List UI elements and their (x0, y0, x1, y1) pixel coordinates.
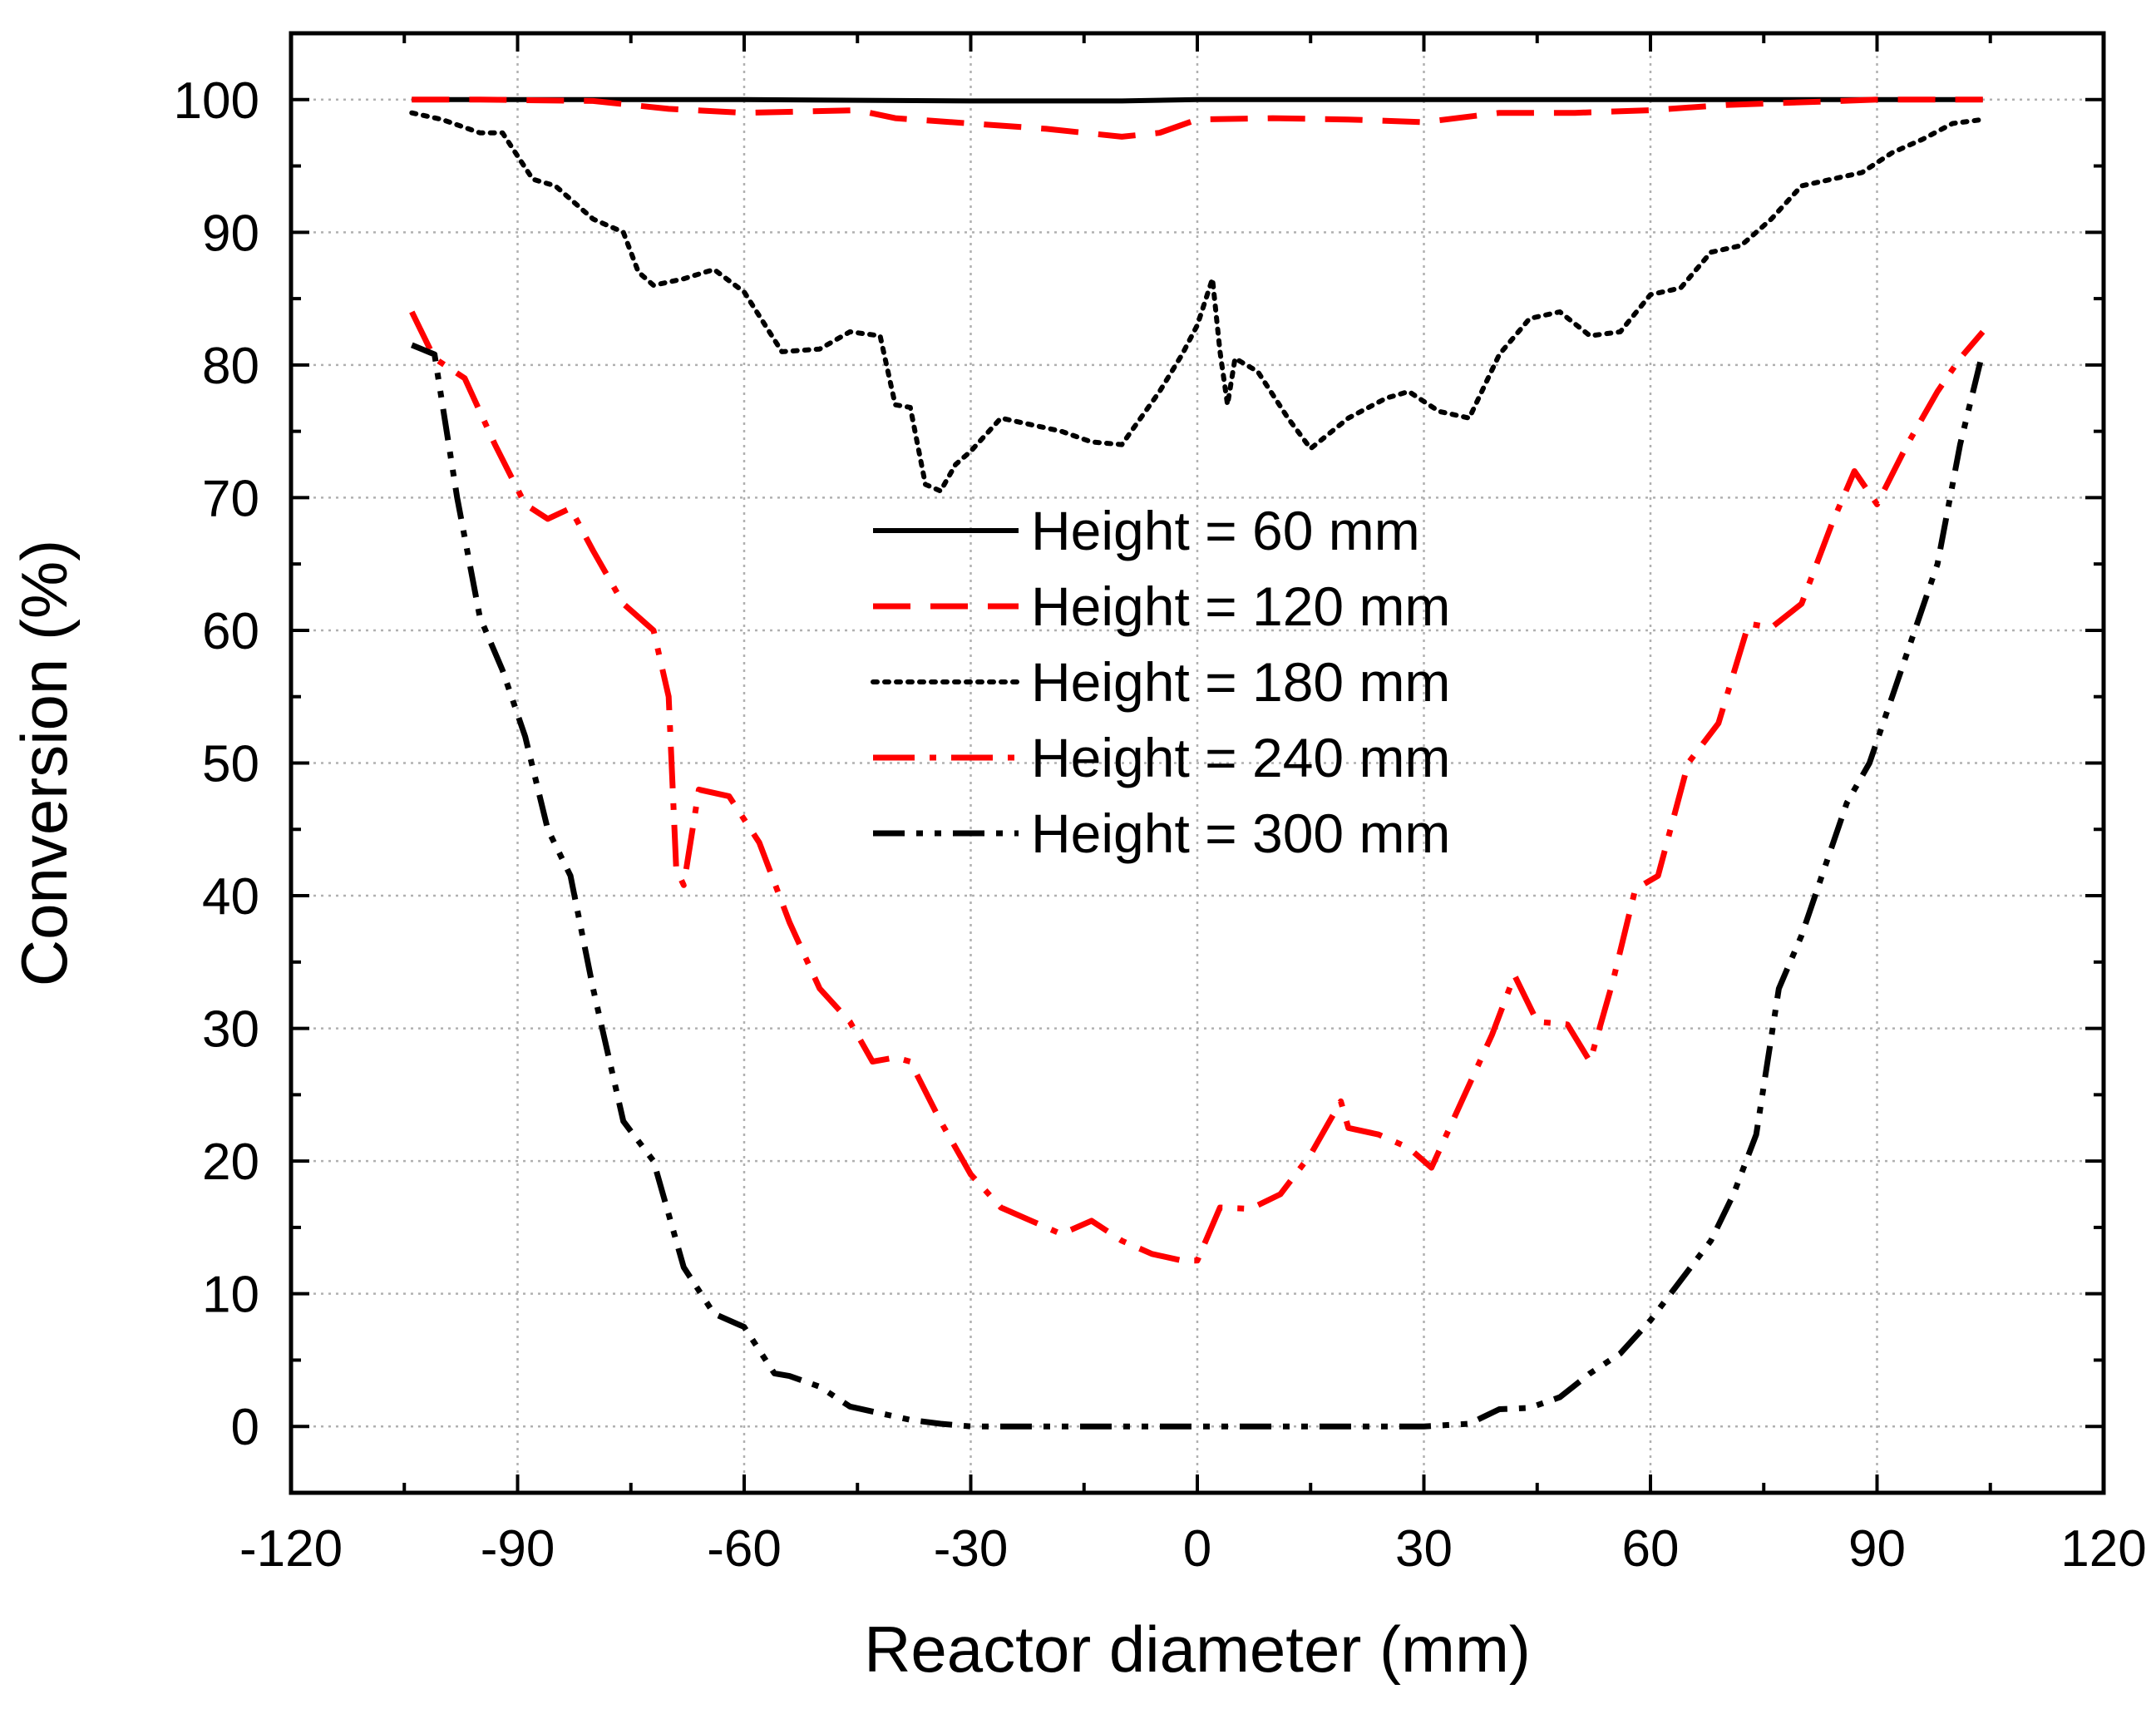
legend-label-240mm: Height = 240 mm (1031, 727, 1450, 788)
y-tick-label: 0 (231, 1399, 259, 1456)
x-tick-label: 120 (2060, 1520, 2146, 1578)
y-tick-label: 50 (202, 736, 259, 793)
y-axis-title: Conversion (%) (7, 540, 81, 987)
y-tick-labels: 0 10 20 30 40 50 60 70 80 90 100 (174, 72, 259, 1456)
series-line-4 (409, 310, 1986, 1264)
x-tick-label: -30 (934, 1520, 1009, 1578)
legend-entry-300mm: Height = 300 mm (873, 803, 1450, 864)
y-tick-label: 100 (174, 72, 259, 130)
legend-entry-240mm: Height = 240 mm (873, 727, 1450, 788)
y-tick-label: 60 (202, 603, 259, 660)
x-tick-label: -90 (481, 1520, 555, 1578)
legend-entry-180mm: Height = 180 mm (871, 651, 1450, 713)
series-line-1 (412, 96, 1983, 104)
legend-label-120mm: Height = 120 mm (1031, 575, 1450, 637)
x-tick-label: -60 (707, 1520, 782, 1578)
series-line-5 (410, 342, 1986, 1430)
y-tick-label: 30 (202, 1001, 259, 1059)
y-tick-label: 80 (202, 338, 259, 395)
x-tick-label: 0 (1183, 1520, 1211, 1578)
axis-ticks (289, 33, 2105, 1493)
y-tick-label: 10 (202, 1267, 259, 1324)
x-tick-label: -120 (239, 1520, 343, 1578)
y-tick-label: 40 (202, 868, 259, 926)
series-line-2 (412, 96, 1983, 140)
y-tick-label: 90 (202, 205, 259, 262)
legend-entry-120mm: Height = 120 mm (873, 575, 1450, 637)
series-lines (409, 96, 1986, 1430)
x-tick-label: 60 (1622, 1520, 1680, 1578)
y-tick-label: 20 (202, 1134, 259, 1191)
y-tick-label: 70 (202, 470, 259, 527)
legend-entry-60mm: Height = 60 mm (873, 500, 1420, 561)
x-tick-labels: -120 -90 -60 -30 0 30 60 90 120 (239, 1520, 2147, 1578)
legend-label-60mm: Height = 60 mm (1031, 500, 1420, 561)
x-tick-label: 30 (1395, 1520, 1453, 1578)
x-axis-title: Reactor diameter (mm) (864, 1613, 1531, 1686)
legend-label-180mm: Height = 180 mm (1031, 651, 1450, 713)
x-tick-label: 90 (1848, 1520, 1906, 1578)
legend: Height = 60 mm Height = 120 mm Height = … (871, 500, 1450, 864)
series-line-3 (409, 110, 1986, 494)
legend-label-300mm: Height = 300 mm (1031, 803, 1450, 864)
